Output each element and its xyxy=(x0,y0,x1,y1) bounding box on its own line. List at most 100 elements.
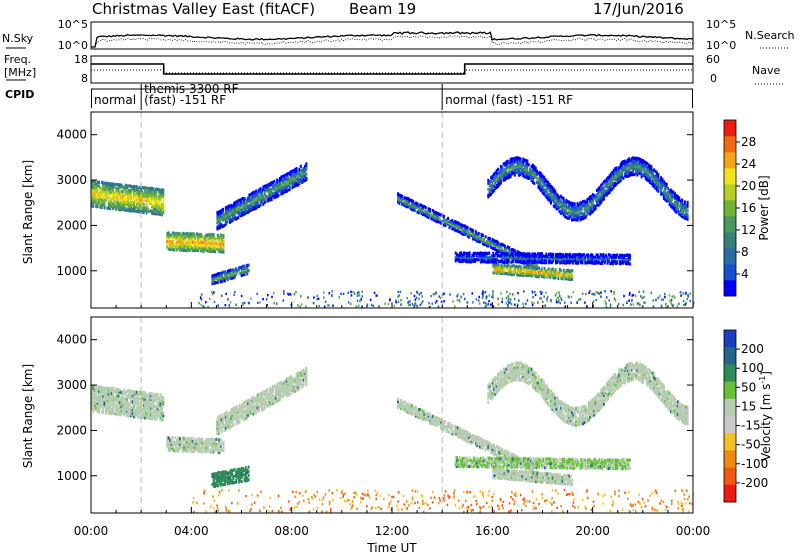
echo-cell xyxy=(532,291,534,293)
echo-cell xyxy=(518,299,520,301)
echo-cell xyxy=(522,303,524,305)
echo-cell xyxy=(633,303,635,305)
echo-cell xyxy=(179,437,181,440)
echo-cell xyxy=(201,293,203,295)
cpid-panel: CPID normal themis 3300 RF (fast) -151 R… xyxy=(5,82,693,110)
nave-tick-top: 60 xyxy=(706,53,720,66)
echo-cell xyxy=(259,301,261,303)
echo-cell xyxy=(98,181,100,184)
echo-cell xyxy=(550,299,552,301)
echo-cell xyxy=(378,305,380,307)
echo-cell xyxy=(421,295,423,297)
echo-cell xyxy=(273,302,275,304)
echo-cell xyxy=(351,294,353,296)
echo-cell xyxy=(628,300,630,302)
echo-cell xyxy=(172,436,174,439)
echo-cell xyxy=(331,290,333,292)
echo-cell xyxy=(332,305,334,307)
echo-cell xyxy=(223,234,225,237)
echo-cell xyxy=(273,180,275,183)
echo-cell xyxy=(421,302,423,304)
echo-cell xyxy=(397,295,399,297)
echo-cell xyxy=(662,299,664,301)
echo-cell xyxy=(629,254,631,257)
echo-cell xyxy=(564,302,566,304)
echo-cell xyxy=(511,303,513,305)
y-tick-label: 2000 xyxy=(56,218,87,232)
cpid-segment-normal: normal xyxy=(94,93,136,107)
date-label: 17/Jun/2016 xyxy=(593,0,684,18)
echo-cell xyxy=(485,235,487,238)
echo-cell xyxy=(400,299,402,301)
echo-cell xyxy=(670,301,672,303)
echo-cell xyxy=(200,297,202,299)
echo-cell xyxy=(586,305,588,307)
echo-cell xyxy=(357,295,359,297)
echo-cell xyxy=(264,198,266,201)
echo-cell xyxy=(543,295,545,297)
echo-cell xyxy=(211,291,213,293)
echo-cell xyxy=(479,302,481,304)
echo-cell xyxy=(671,296,673,298)
nsearch-tick-bottom: 10^0 xyxy=(706,39,736,52)
echo-cell xyxy=(358,291,360,293)
echo-cell xyxy=(591,293,593,295)
echo-cell xyxy=(230,301,232,303)
echo-cell xyxy=(593,293,595,295)
echo-cell xyxy=(657,173,659,176)
echo-cell xyxy=(527,299,529,301)
echo-cell xyxy=(501,301,503,303)
echo-cell xyxy=(417,292,419,294)
echo-cell xyxy=(543,305,545,307)
echo-cell xyxy=(221,295,223,297)
echo-cell xyxy=(684,200,686,203)
echo-cell xyxy=(664,296,666,298)
echo-cell xyxy=(482,295,484,297)
echo-cell xyxy=(362,295,364,297)
echo-cell xyxy=(665,303,667,305)
echo-cell xyxy=(395,299,397,301)
echo-cell xyxy=(488,300,490,302)
echo-cell xyxy=(488,294,490,296)
echo-cell xyxy=(266,298,268,300)
colorbar-block xyxy=(724,216,736,232)
echo-cell xyxy=(643,296,645,298)
echo-cell xyxy=(361,291,363,293)
colorbar-tick-label: 8 xyxy=(741,245,749,259)
echo-cell xyxy=(631,299,633,301)
echo-cell xyxy=(271,296,273,298)
echo-cell xyxy=(449,293,451,295)
echo-cell xyxy=(540,291,542,293)
echo-cell xyxy=(489,237,491,240)
echo-cell xyxy=(600,291,602,293)
velocity-echo-layer xyxy=(91,361,694,513)
power-echo-layer xyxy=(91,156,694,308)
echo-cell xyxy=(517,292,519,294)
freq-label: Freq. xyxy=(4,53,31,66)
echo-cell xyxy=(664,293,666,295)
echo-cell xyxy=(629,262,631,265)
colorbar-block xyxy=(724,248,736,264)
echo-cell xyxy=(255,411,257,414)
echo-cell xyxy=(357,300,359,302)
echo-cell xyxy=(348,292,350,294)
echo-cell xyxy=(305,177,307,180)
cpid-label: CPID xyxy=(5,88,34,101)
colorbar-block xyxy=(724,184,736,200)
echo-cell xyxy=(506,297,508,299)
echo-cell xyxy=(643,290,645,292)
echo-cell xyxy=(576,301,578,303)
echo-cell xyxy=(533,182,535,185)
echo-cell xyxy=(666,183,668,186)
echo-cell xyxy=(657,297,659,299)
echo-cell xyxy=(296,167,298,170)
echo-cell xyxy=(226,220,228,223)
echo-cell xyxy=(671,299,673,301)
echo-cell xyxy=(305,162,307,165)
power-x-tickmarks xyxy=(91,302,693,308)
y-tick-label: 4000 xyxy=(56,128,87,142)
echo-cell xyxy=(605,302,607,304)
